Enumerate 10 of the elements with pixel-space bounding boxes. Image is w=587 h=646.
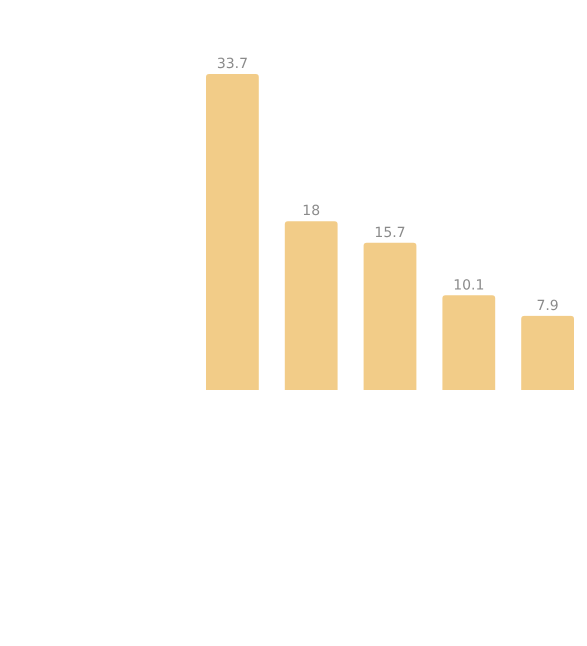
data-label: 15.7 bbox=[374, 224, 406, 241]
data-label: 7.9 bbox=[536, 298, 559, 314]
bar bbox=[206, 74, 259, 390]
data-label: 18 bbox=[302, 203, 320, 220]
bar bbox=[364, 242, 416, 390]
data-label: 10.1 bbox=[453, 277, 484, 294]
data-label: 33.7 bbox=[216, 56, 248, 72]
bar bbox=[521, 316, 574, 390]
bar bbox=[284, 221, 338, 390]
bar bbox=[442, 295, 496, 390]
